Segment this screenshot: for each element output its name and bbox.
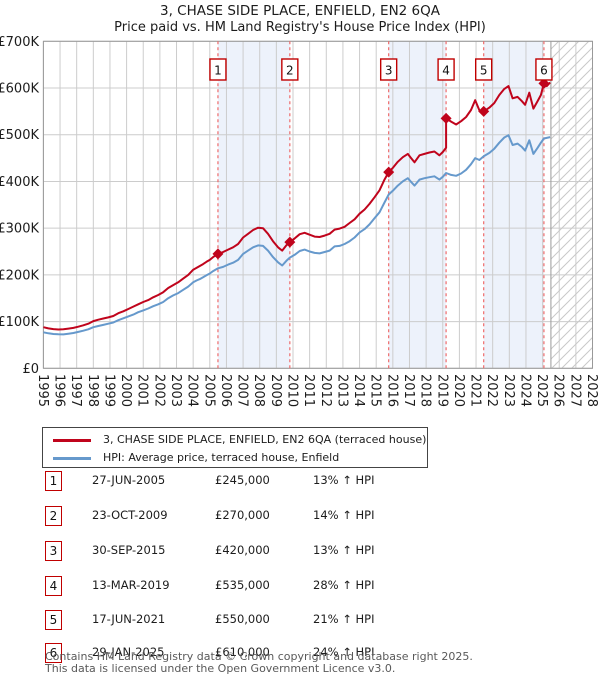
- transaction-number-badge: 5: [45, 610, 62, 630]
- footer-line-2: This data is licensed under the Open Gov…: [45, 661, 396, 675]
- transaction-number-badge: 6: [45, 643, 62, 663]
- svg-text:2005: 2005: [201, 374, 216, 407]
- svg-text:2007: 2007: [235, 374, 250, 407]
- transaction-date: 13-MAR-2019: [92, 578, 170, 592]
- svg-text:1997: 1997: [68, 374, 83, 407]
- svg-text:2001: 2001: [135, 374, 150, 407]
- svg-text:£0: £0: [22, 362, 39, 377]
- property-line-swatch: [53, 438, 91, 442]
- svg-text:2008: 2008: [251, 374, 266, 407]
- transaction-hpi-delta: 13% ↑ HPI: [313, 543, 375, 557]
- svg-text:2014: 2014: [351, 374, 366, 407]
- transaction-date: 30-SEP-2015: [92, 543, 166, 557]
- legend-item-property: 3, CHASE SIDE PLACE, ENFIELD, EN2 6QA (t…: [53, 431, 427, 449]
- svg-text:£500K: £500K: [0, 128, 39, 143]
- svg-text:2016: 2016: [384, 374, 399, 407]
- svg-text:2: 2: [286, 64, 294, 78]
- svg-text:1995: 1995: [35, 374, 50, 407]
- legend-item-hpi: HPI: Average price, terraced house, Enfi…: [53, 449, 427, 467]
- hpi-line-swatch: [53, 456, 91, 460]
- transaction-price: £270,000: [215, 508, 270, 522]
- svg-text:2021: 2021: [468, 374, 483, 407]
- table-row: 2 23-OCT-2009 £270,000 14% ↑ HPI: [0, 506, 600, 528]
- svg-text:2025: 2025: [534, 374, 549, 407]
- table-row: 3 30-SEP-2015 £420,000 13% ↑ HPI: [0, 541, 600, 563]
- svg-text:2004: 2004: [185, 374, 200, 407]
- transaction-date: 23-OCT-2009: [92, 508, 168, 522]
- transaction-date: 17-JUN-2021: [92, 612, 166, 626]
- svg-text:2026: 2026: [551, 374, 566, 407]
- transaction-number-badge: 2: [45, 506, 62, 526]
- svg-text:£700K: £700K: [0, 35, 39, 50]
- table-row: 6 29-JAN-2025 £610,000 24% ↑ HPI: [0, 643, 600, 665]
- transaction-hpi-delta: 24% ↑ HPI: [313, 645, 375, 659]
- legend-item-label: 3, CHASE SIDE PLACE, ENFIELD, EN2 6QA (t…: [103, 433, 427, 446]
- transaction-date: 27-JUN-2005: [92, 473, 166, 487]
- svg-text:3: 3: [385, 64, 393, 78]
- page-subtitle: Price paid vs. HM Land Registry's House …: [114, 20, 486, 35]
- svg-text:£600K: £600K: [0, 82, 39, 97]
- svg-text:£300K: £300K: [0, 222, 39, 237]
- price-chart: 1995 1996 1997 1998 1999 2000 2001 2002 2003 2004…: [0, 35, 599, 407]
- page-title: 3, CHASE SIDE PLACE, ENFIELD, EN2 6QA: [159, 3, 440, 19]
- chart-legend: 3, CHASE SIDE PLACE, ENFIELD, EN2 6QA (t…: [42, 427, 428, 468]
- svg-text:2011: 2011: [301, 374, 316, 407]
- transaction-price: £535,000: [215, 578, 270, 592]
- svg-text:2020: 2020: [451, 374, 466, 407]
- svg-text:4: 4: [442, 64, 450, 78]
- svg-text:1998: 1998: [85, 374, 100, 407]
- svg-text:2019: 2019: [434, 374, 449, 407]
- svg-text:2003: 2003: [168, 374, 183, 407]
- svg-text:1: 1: [214, 64, 222, 78]
- svg-text:2027: 2027: [567, 374, 582, 407]
- svg-text:2022: 2022: [484, 374, 499, 407]
- svg-text:2028: 2028: [584, 374, 599, 407]
- license-footer: Contains HM Land Registry data © Crown c…: [45, 651, 585, 674]
- transaction-price: £550,000: [215, 612, 270, 626]
- svg-text:2013: 2013: [334, 374, 349, 407]
- svg-text:1999: 1999: [101, 374, 116, 407]
- transaction-hpi-delta: 13% ↑ HPI: [313, 473, 375, 487]
- transaction-number-badge: 3: [45, 541, 62, 561]
- table-row: 5 17-JUN-2021 £550,000 21% ↑ HPI: [0, 610, 600, 632]
- transaction-number-badge: 4: [45, 576, 62, 596]
- svg-text:1996: 1996: [52, 374, 67, 407]
- transaction-price: £420,000: [215, 543, 270, 557]
- svg-text:£100K: £100K: [0, 315, 39, 330]
- transaction-hpi-delta: 28% ↑ HPI: [313, 578, 375, 592]
- svg-text:£400K: £400K: [0, 175, 39, 190]
- transaction-number-badge: 1: [45, 471, 62, 491]
- svg-text:2017: 2017: [401, 374, 416, 407]
- svg-text:£200K: £200K: [0, 268, 39, 283]
- svg-text:2010: 2010: [285, 374, 300, 407]
- svg-text:2024: 2024: [517, 374, 532, 407]
- svg-text:2000: 2000: [118, 374, 133, 407]
- svg-text:2009: 2009: [268, 374, 283, 407]
- table-row: 1 27-JUN-2005 £245,000 13% ↑ HPI: [0, 471, 600, 493]
- transaction-price: £245,000: [215, 473, 270, 487]
- transaction-price: £610,000: [215, 645, 270, 659]
- legend-item-label: HPI: Average price, terraced house, Enfi…: [103, 451, 340, 464]
- svg-text:5: 5: [480, 64, 488, 78]
- svg-text:2002: 2002: [151, 374, 166, 407]
- svg-text:2018: 2018: [418, 374, 433, 407]
- transaction-date: 29-JAN-2025: [92, 645, 165, 659]
- svg-text:2012: 2012: [318, 374, 333, 407]
- svg-text:2023: 2023: [501, 374, 516, 407]
- transaction-hpi-delta: 14% ↑ HPI: [313, 508, 375, 522]
- footer-line-1: Contains HM Land Registry data © Crown c…: [45, 650, 473, 663]
- svg-text:2015: 2015: [368, 374, 383, 407]
- svg-text:2006: 2006: [218, 374, 233, 407]
- svg-text:6: 6: [540, 64, 548, 78]
- table-row: 4 13-MAR-2019 £535,000 28% ↑ HPI: [0, 576, 600, 598]
- transaction-hpi-delta: 21% ↑ HPI: [313, 612, 375, 626]
